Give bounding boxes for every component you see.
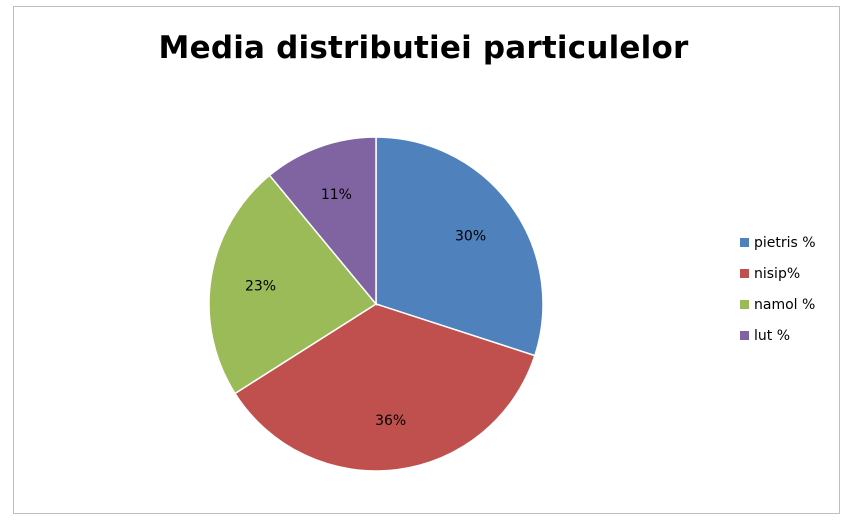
- pie-slice-3: [208, 174, 378, 395]
- data-label-2: 36%: [375, 413, 406, 429]
- pie-slice-1: [375, 136, 544, 357]
- legend-label: lut %: [754, 327, 791, 344]
- pie-slice-4: [268, 136, 377, 307]
- legend-item-4: lut %: [740, 327, 816, 344]
- legend-label: nisip%: [754, 265, 801, 282]
- legend-swatch: [740, 238, 749, 247]
- legend-item-3: namol %: [740, 296, 816, 313]
- chart-title: Media distributiei particulelor: [158, 30, 689, 66]
- pie-slice-2: [233, 303, 536, 472]
- legend-label: pietris %: [754, 234, 816, 251]
- legend: pietris % nisip% namol % lut %: [740, 234, 816, 358]
- legend-swatch: [740, 300, 749, 309]
- legend-label: namol %: [754, 296, 816, 313]
- legend-item-2: nisip%: [740, 265, 816, 282]
- legend-swatch: [740, 331, 749, 340]
- data-label-3: 23%: [245, 279, 276, 295]
- data-label-4: 11%: [321, 187, 352, 203]
- data-label-1: 30%: [455, 228, 486, 244]
- legend-item-1: pietris %: [740, 234, 816, 251]
- legend-swatch: [740, 269, 749, 278]
